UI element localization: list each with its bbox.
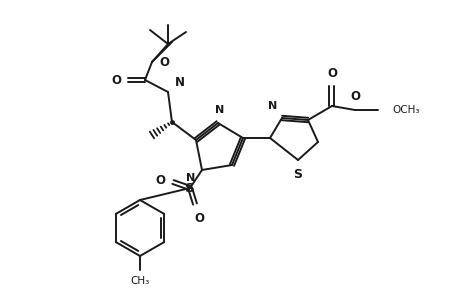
Text: O: O [155, 173, 165, 187]
Text: OCH₃: OCH₃ [391, 105, 419, 115]
Text: S: S [185, 182, 195, 194]
Text: O: O [349, 90, 359, 103]
Text: S: S [293, 168, 302, 181]
Text: N: N [215, 105, 224, 115]
Text: CH₃: CH₃ [130, 276, 149, 286]
Text: O: O [194, 212, 203, 225]
Text: N: N [174, 76, 185, 89]
Text: O: O [159, 56, 168, 68]
Text: O: O [111, 74, 121, 86]
Text: N: N [267, 101, 276, 111]
Text: O: O [326, 67, 336, 80]
Text: N: N [185, 173, 195, 183]
